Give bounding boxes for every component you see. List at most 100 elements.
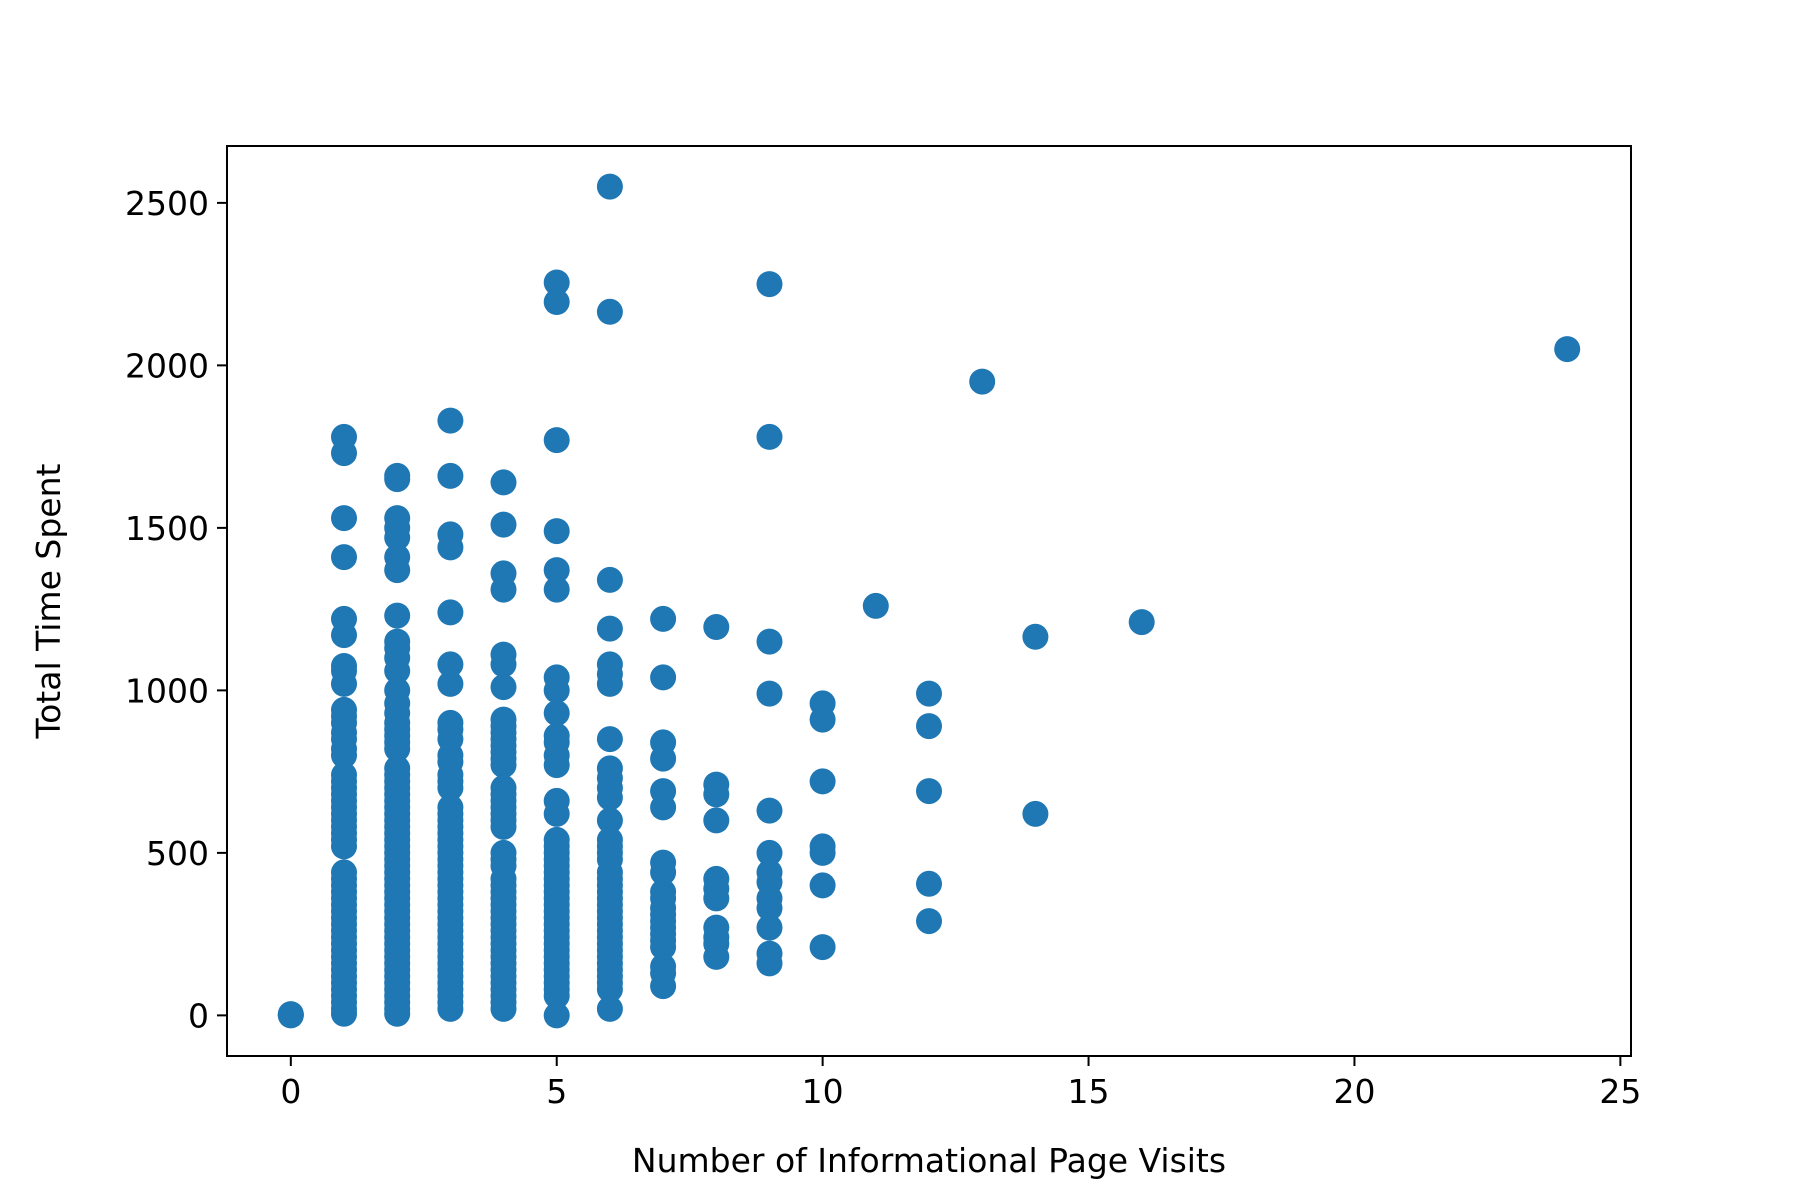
data-point: [384, 735, 411, 762]
data-point: [650, 859, 677, 886]
data-point: [596, 976, 623, 1003]
data-point: [437, 407, 464, 434]
data-point: [543, 700, 570, 727]
data-point: [596, 615, 623, 642]
data-point: [331, 670, 357, 697]
data-point: [331, 622, 357, 649]
plot-area-frame: [226, 145, 1632, 1057]
data-point: [650, 605, 677, 632]
data-point: [543, 269, 570, 296]
data-point: [596, 298, 623, 325]
x-tick-label: 20: [1333, 1072, 1375, 1111]
data-point: [703, 781, 730, 808]
data-point: [384, 524, 411, 551]
data-point: [809, 872, 836, 899]
data-point: [543, 1002, 570, 1029]
data-point: [916, 908, 942, 935]
data-point: [437, 462, 464, 489]
data-point: [969, 368, 996, 395]
data-point: [331, 742, 357, 769]
y-tick-label: 2000: [125, 346, 209, 385]
data-point: [331, 1000, 357, 1027]
data-point: [1022, 623, 1049, 650]
data-point: [756, 628, 783, 655]
data-point: [543, 800, 570, 827]
data-point: [809, 768, 836, 795]
data-point: [543, 557, 570, 584]
x-tick-label: 5: [546, 1072, 567, 1111]
x-tick-label: 25: [1599, 1072, 1641, 1111]
data-point: [650, 794, 677, 821]
data-point: [437, 995, 464, 1022]
y-axis-label: Total Time Spent: [29, 464, 68, 740]
data-point: [1554, 336, 1581, 363]
data-point: [331, 833, 357, 860]
points-layer: [277, 173, 1581, 1029]
data-point: [916, 778, 942, 805]
data-point: [650, 745, 677, 772]
data-point: [490, 813, 517, 840]
data-point: [596, 726, 623, 753]
x-tick-label: 0: [280, 1072, 301, 1111]
data-point: [650, 664, 677, 691]
data-point: [384, 557, 411, 584]
y-tick-label: 1500: [125, 509, 209, 548]
x-tick-label: 10: [802, 1072, 844, 1111]
data-point: [331, 440, 357, 467]
data-point: [490, 511, 517, 538]
data-point: [543, 677, 570, 704]
data-point: [331, 505, 357, 532]
data-point: [756, 271, 783, 298]
data-point: [384, 657, 411, 684]
x-axis-label: Number of Informational Page Visits: [632, 1141, 1226, 1180]
data-point: [277, 1001, 304, 1028]
data-point: [437, 534, 464, 561]
data-point: [756, 839, 783, 866]
data-point: [1128, 609, 1155, 636]
data-point: [809, 706, 836, 733]
data-point: [543, 576, 570, 603]
y-tick-label: 2500: [125, 184, 209, 223]
data-point: [490, 995, 517, 1022]
data-point: [543, 289, 570, 315]
data-point: [490, 469, 517, 496]
data-point: [756, 423, 783, 450]
data-point: [650, 934, 677, 961]
data-point: [437, 599, 464, 626]
data-point: [543, 982, 570, 1009]
data-point: [331, 544, 357, 571]
data-point: [703, 943, 730, 970]
data-point: [596, 173, 623, 200]
data-point: [756, 950, 783, 977]
data-point: [756, 797, 783, 824]
data-point: [1022, 800, 1049, 827]
data-point: [596, 995, 623, 1022]
data-point: [384, 466, 411, 493]
data-point: [703, 614, 730, 640]
data-point: [809, 839, 836, 866]
data-point: [916, 870, 942, 897]
data-point: [650, 973, 677, 1000]
data-point: [437, 651, 464, 678]
y-tick-label: 500: [146, 834, 209, 873]
data-point: [490, 651, 517, 678]
data-point: [437, 774, 464, 801]
data-point: [809, 934, 836, 961]
data-point: [862, 592, 889, 619]
data-point: [384, 1000, 411, 1027]
data-point: [916, 713, 942, 740]
data-point: [490, 674, 517, 701]
data-point: [756, 914, 783, 941]
data-point: [543, 752, 570, 779]
data-point: [384, 602, 411, 629]
data-point: [596, 784, 623, 811]
ticks-layer: 0 5 10 15 20 25 0 500 1000 1500 2000 2500: [125, 184, 1641, 1111]
data-point: [703, 807, 730, 834]
data-point: [543, 427, 570, 454]
data-point: [703, 885, 730, 912]
data-point: [596, 807, 623, 834]
data-point: [756, 895, 783, 922]
data-point: [543, 518, 570, 545]
